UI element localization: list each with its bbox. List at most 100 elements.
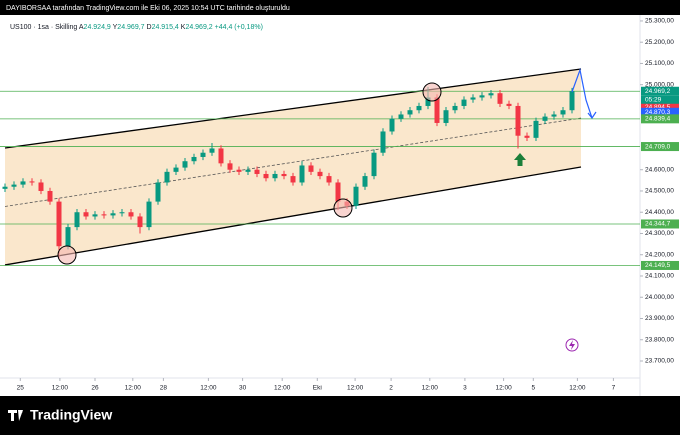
price-label: 24.344,7 bbox=[645, 221, 671, 228]
candle-body bbox=[461, 99, 467, 106]
candle-body bbox=[524, 135, 530, 138]
candle-body bbox=[272, 173, 278, 179]
candle-body bbox=[299, 165, 305, 183]
channel-lower-line bbox=[4, 166, 582, 266]
channel-middle-line bbox=[4, 117, 582, 207]
x-tick-label: 3 bbox=[463, 385, 467, 392]
candle-body bbox=[308, 165, 314, 172]
candle-body bbox=[155, 182, 161, 202]
ohlc-key: D bbox=[147, 24, 152, 31]
annotation-circle bbox=[57, 245, 77, 265]
candle-body bbox=[443, 110, 449, 123]
price-label: 24.969,2 bbox=[645, 88, 671, 95]
y-tick-label: 24.500,00 bbox=[645, 188, 674, 195]
candle-body bbox=[326, 176, 332, 183]
x-tick-label: 7 bbox=[612, 385, 616, 392]
candle-body bbox=[281, 173, 287, 177]
up-arrow bbox=[514, 153, 526, 166]
candle-body bbox=[515, 105, 521, 136]
channel-upper-line bbox=[4, 68, 582, 149]
countdown-bg bbox=[641, 95, 679, 104]
ohlc-value: 24.915,4 bbox=[152, 24, 179, 31]
brand-logo-text: TradingView bbox=[30, 407, 112, 423]
symbol-legend: US100 · 1sa · Skilling A24.924,9 Y24.969… bbox=[10, 24, 263, 31]
price-label-bg bbox=[641, 86, 679, 96]
candle-body bbox=[83, 212, 89, 217]
y-tick-label: 23.800,00 bbox=[645, 336, 674, 343]
price-label-bg bbox=[641, 142, 679, 152]
candle-body bbox=[38, 182, 44, 191]
x-tick-label: 5 bbox=[531, 385, 535, 392]
annotation-circle bbox=[422, 82, 442, 102]
candle-body bbox=[182, 161, 188, 168]
candle-body bbox=[56, 201, 62, 247]
price-label: 24.870,3 bbox=[645, 109, 671, 116]
candle-body bbox=[101, 214, 107, 216]
x-tick-label: 12:00 bbox=[422, 385, 439, 392]
candle-body bbox=[551, 114, 557, 117]
x-tick-label: 12:00 bbox=[274, 385, 291, 392]
candle-body bbox=[218, 148, 224, 164]
x-tick-label: 12:00 bbox=[495, 385, 512, 392]
candle-body bbox=[200, 152, 206, 157]
price-label-bg bbox=[641, 107, 679, 117]
candle-body bbox=[245, 169, 251, 172]
header-text: DAYIBORSAA tarafından TradingView.com il… bbox=[6, 5, 290, 12]
x-tick-label: 2 bbox=[389, 385, 393, 392]
candle-body bbox=[11, 184, 17, 187]
candle-body bbox=[290, 176, 296, 183]
candle-body bbox=[335, 182, 341, 202]
y-tick-label: 24.400,00 bbox=[645, 209, 674, 216]
candle-body bbox=[371, 152, 377, 177]
forecast-arrow bbox=[571, 67, 597, 120]
logo-icon bbox=[8, 410, 23, 421]
ohlc-value: 24.969,7 bbox=[117, 24, 144, 31]
candle-body bbox=[542, 116, 548, 121]
y-tick-label: 24.600,00 bbox=[645, 166, 674, 173]
annotation-circle bbox=[333, 198, 353, 218]
y-tick-label: 25.000,00 bbox=[645, 81, 674, 88]
candle-body bbox=[380, 131, 386, 153]
candle-body bbox=[470, 97, 476, 100]
candle-body bbox=[506, 103, 512, 106]
change-value: +44,4 (+0,18%) bbox=[215, 24, 263, 31]
candle-body bbox=[128, 212, 134, 217]
price-label-bg bbox=[641, 260, 679, 270]
footer-bar bbox=[0, 396, 680, 435]
y-tick-label: 24.000,00 bbox=[645, 294, 674, 301]
y-tick-label: 24.200,00 bbox=[645, 251, 674, 258]
candle-body bbox=[146, 201, 152, 228]
candle-body bbox=[119, 212, 125, 214]
y-tick-label: 23.700,00 bbox=[645, 358, 674, 365]
candle-body bbox=[254, 169, 260, 174]
plot-area bbox=[0, 67, 640, 352]
candle-body bbox=[65, 227, 71, 247]
candle-body bbox=[29, 181, 35, 183]
candle-body bbox=[191, 156, 197, 162]
price-label: 24.709,0 bbox=[645, 143, 671, 150]
candle-body bbox=[209, 148, 215, 153]
candle-body bbox=[533, 120, 539, 138]
candle-body bbox=[452, 105, 458, 111]
candle-body bbox=[569, 91, 575, 111]
symbol-name: US100 · 1sa · Skilling bbox=[10, 24, 77, 31]
candle-body bbox=[236, 169, 242, 172]
x-tick-label: 12:00 bbox=[200, 385, 217, 392]
x-tick-label: 12:00 bbox=[347, 385, 364, 392]
x-tick-label: 12:00 bbox=[52, 385, 69, 392]
candle-body bbox=[479, 95, 485, 98]
candle-body bbox=[164, 171, 170, 183]
x-tick-label: 12:00 bbox=[125, 385, 142, 392]
candle-body bbox=[497, 93, 503, 104]
y-tick-label: 25.300,00 bbox=[645, 18, 674, 25]
x-tick-label: 25 bbox=[17, 385, 25, 392]
price-label: 24.894,5 bbox=[645, 104, 671, 111]
ohlc-key: A bbox=[79, 24, 84, 31]
candle-body bbox=[416, 105, 422, 111]
price-label-bg bbox=[641, 114, 679, 124]
x-tick-label: 30 bbox=[239, 385, 247, 392]
candle-body bbox=[488, 93, 494, 96]
y-tick-label: 24.300,00 bbox=[645, 230, 674, 237]
candle-body bbox=[110, 213, 116, 216]
